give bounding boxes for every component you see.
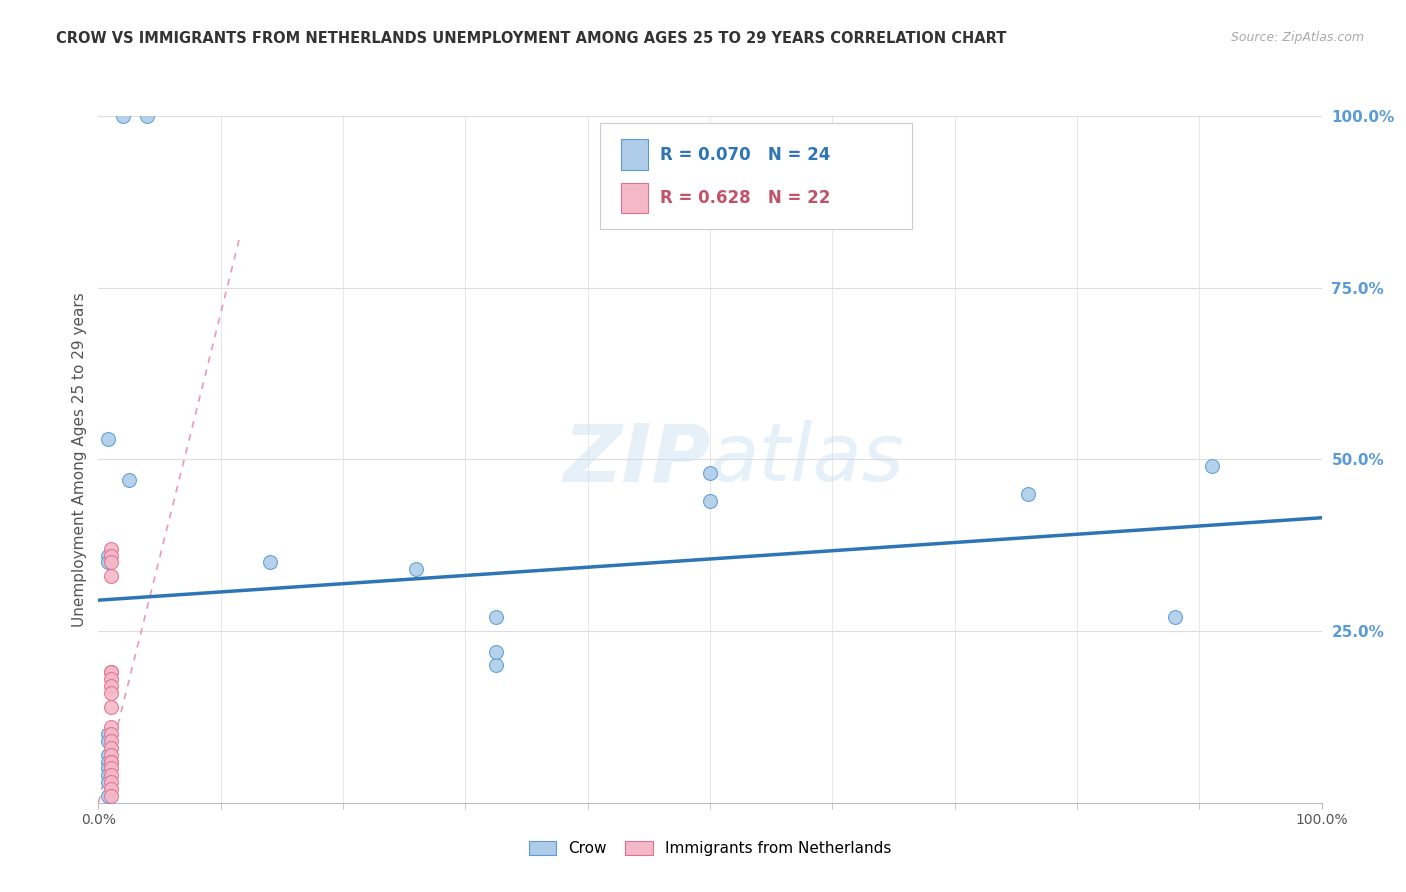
- Text: CROW VS IMMIGRANTS FROM NETHERLANDS UNEMPLOYMENT AMONG AGES 25 TO 29 YEARS CORRE: CROW VS IMMIGRANTS FROM NETHERLANDS UNEM…: [56, 31, 1007, 46]
- Bar: [620, 183, 648, 213]
- Point: [100, 755, 122, 769]
- Point: [97, 755, 120, 769]
- Text: R = 0.070   N = 24: R = 0.070 N = 24: [659, 146, 831, 164]
- Point: [1164, 610, 1187, 624]
- Point: [97, 768, 120, 782]
- Point: [97, 789, 120, 803]
- Point: [100, 747, 122, 762]
- Point: [97, 549, 120, 563]
- Point: [100, 775, 122, 789]
- Point: [97, 432, 120, 446]
- Point: [100, 755, 122, 769]
- Point: [100, 740, 122, 755]
- Point: [100, 734, 122, 748]
- Point: [97, 747, 120, 762]
- Point: [100, 782, 122, 797]
- Text: ZIP: ZIP: [562, 420, 710, 499]
- Y-axis label: Unemployment Among Ages 25 to 29 years: Unemployment Among Ages 25 to 29 years: [72, 292, 87, 627]
- Point: [100, 555, 122, 570]
- Point: [97, 555, 120, 570]
- Text: atlas: atlas: [710, 420, 905, 499]
- Point: [485, 645, 508, 659]
- Point: [1201, 459, 1223, 474]
- Bar: [620, 139, 648, 170]
- Point: [111, 109, 134, 123]
- Point: [100, 789, 122, 803]
- Point: [97, 775, 120, 789]
- Point: [97, 734, 120, 748]
- Point: [97, 727, 120, 741]
- Point: [100, 768, 122, 782]
- Point: [100, 672, 122, 686]
- Point: [100, 549, 122, 563]
- FancyBboxPatch shape: [600, 123, 912, 229]
- Point: [100, 720, 122, 734]
- Point: [100, 686, 122, 700]
- Point: [405, 562, 427, 576]
- Point: [100, 727, 122, 741]
- Point: [136, 109, 159, 123]
- Point: [100, 665, 122, 680]
- Point: [100, 541, 122, 556]
- Point: [100, 679, 122, 693]
- Point: [485, 658, 508, 673]
- Point: [699, 466, 721, 480]
- Text: R = 0.628   N = 22: R = 0.628 N = 22: [659, 189, 831, 207]
- Point: [97, 761, 120, 775]
- Point: [699, 493, 721, 508]
- Point: [259, 555, 281, 570]
- Text: Source: ZipAtlas.com: Source: ZipAtlas.com: [1230, 31, 1364, 45]
- Point: [485, 610, 508, 624]
- Legend: Crow, Immigrants from Netherlands: Crow, Immigrants from Netherlands: [522, 833, 898, 863]
- Point: [100, 761, 122, 775]
- Point: [100, 665, 122, 680]
- Point: [100, 699, 122, 714]
- Point: [1017, 487, 1039, 501]
- Point: [100, 569, 122, 583]
- Point: [118, 473, 141, 487]
